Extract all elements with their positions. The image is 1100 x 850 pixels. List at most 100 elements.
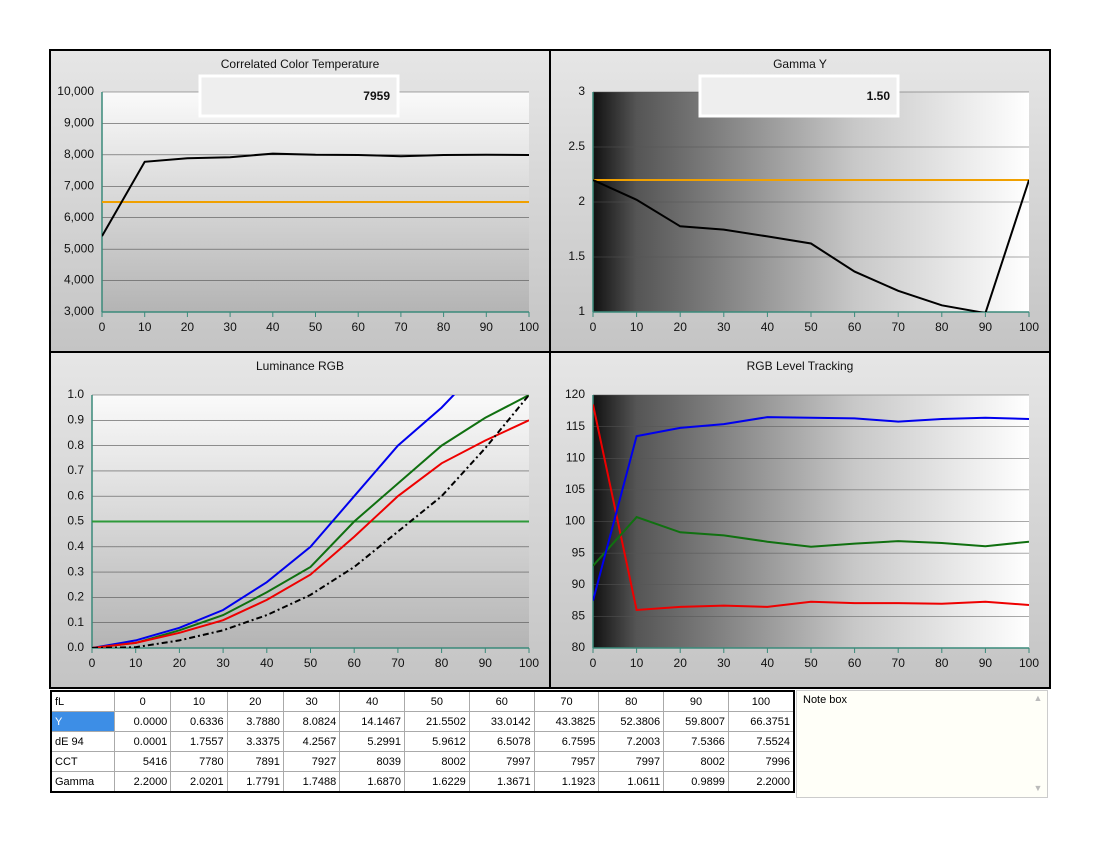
y-tick-label: 0.2	[67, 590, 84, 604]
header-row: fL 0 10 20 30 40 50 60 70 80 90 100	[50, 690, 795, 712]
y-tick-label: 0.5	[67, 514, 84, 528]
chart-title: Luminance RGB	[256, 359, 344, 373]
y-tick-label: 90	[572, 577, 586, 591]
x-tick-label: 30	[223, 320, 237, 334]
x-tick-label: 70	[391, 656, 405, 670]
table-cell: 7957	[533, 751, 600, 772]
series-line	[92, 395, 529, 648]
x-tick-label: 90	[480, 320, 494, 334]
x-tick-label: 100	[519, 320, 539, 334]
x-tick-label: 70	[394, 320, 408, 334]
table-cell: 0.0000	[113, 711, 172, 732]
y-tick-label: 0.7	[67, 463, 84, 477]
readout-box	[698, 74, 900, 118]
y-tick-label: 4,000	[64, 273, 94, 287]
x-tick-label: 30	[717, 320, 731, 334]
table-cell: 6.7595	[533, 731, 600, 752]
header-cell: 60	[468, 690, 535, 712]
y-tick-label: 0.0	[67, 640, 84, 654]
x-tick-label: 100	[519, 656, 539, 670]
table-cell: 7927	[282, 751, 341, 772]
x-tick-label: 80	[935, 320, 949, 334]
table-cell: 43.3825	[533, 711, 600, 732]
table-cell: 7891	[226, 751, 284, 772]
y-tick-label: 3,000	[64, 304, 94, 318]
x-tick-label: 80	[437, 320, 451, 334]
y-tick-label: 110	[566, 450, 585, 464]
note-label: Note box	[803, 694, 848, 706]
table-cell: 1.7791	[226, 771, 284, 793]
table-cell: 8002	[663, 751, 729, 772]
x-tick-label: 90	[479, 656, 493, 670]
table-cell: 66.3751	[727, 711, 795, 732]
table-cell: 3.7880	[226, 711, 284, 732]
series-line	[593, 179, 1029, 312]
table-cell: 2.2000	[113, 771, 172, 793]
readout-value: 1.50	[867, 89, 891, 103]
chart-title: RGB Level Tracking	[747, 359, 854, 373]
header-cell: 10	[170, 690, 228, 712]
table-cell: 5.2991	[339, 731, 406, 752]
table-cell: 4.2567	[282, 731, 341, 752]
scrollbar[interactable]: ▲ ▼	[1033, 693, 1043, 793]
y-tick-label: 0.4	[67, 539, 84, 553]
table-cell: 5416	[113, 751, 172, 772]
y-tick-label: 80	[572, 640, 586, 654]
x-tick-label: 0	[590, 656, 597, 670]
x-tick-label: 70	[892, 320, 906, 334]
table-cell: 7.5524	[727, 731, 795, 752]
table-cell: 0.6336	[170, 711, 228, 732]
note-box[interactable]: Note box ▲ ▼	[796, 690, 1048, 798]
table-cell: 59.8007	[663, 711, 729, 732]
header-cell: 30	[282, 690, 341, 712]
y-tick-label: 2.5	[568, 139, 585, 153]
x-tick-label: 50	[804, 656, 818, 670]
readout-value: 7959	[363, 89, 390, 103]
table-cell: 1.7557	[170, 731, 228, 752]
table-cell: 7.5366	[663, 731, 729, 752]
table-cell: 33.0142	[468, 711, 535, 732]
header-cell: 50	[404, 690, 470, 712]
y-tick-label: 1	[578, 304, 585, 318]
y-tick-label: 85	[572, 609, 586, 623]
table-cell: 7.2003	[598, 731, 665, 752]
y-tick-label: 7,000	[64, 178, 94, 192]
table-cell: 1.1923	[533, 771, 600, 793]
table-cell: 1.0611	[598, 771, 665, 793]
x-tick-label: 40	[761, 656, 775, 670]
x-tick-label: 20	[173, 656, 187, 670]
x-tick-label: 80	[435, 656, 449, 670]
x-tick-label: 0	[99, 320, 106, 334]
x-tick-label: 50	[304, 656, 318, 670]
table-cell: 5.9612	[404, 731, 470, 752]
table-cell: 1.6870	[339, 771, 406, 793]
table-cell: 0.0001	[113, 731, 172, 752]
table-cell: 52.3806	[598, 711, 665, 732]
x-tick-label: 60	[848, 320, 862, 334]
x-tick-label: 80	[935, 656, 949, 670]
header-cell: 90	[663, 690, 729, 712]
x-tick-label: 100	[1019, 656, 1039, 670]
table-cell: 0.9899	[663, 771, 729, 793]
table-cell: 21.5502	[404, 711, 470, 732]
readout-box	[198, 74, 400, 118]
series-line	[593, 416, 1029, 601]
header-cell: 80	[598, 690, 665, 712]
x-tick-label: 60	[348, 656, 362, 670]
y-tick-label: 1.5	[568, 249, 585, 263]
x-tick-label: 20	[674, 656, 688, 670]
x-tick-label: 10	[138, 320, 152, 334]
table-cell: 1.6229	[404, 771, 470, 793]
row-header: CCT	[50, 751, 115, 772]
y-tick-label: 0.1	[67, 615, 84, 629]
y-tick-label: 9,000	[64, 116, 94, 130]
y-tick-label: 95	[572, 545, 586, 559]
x-tick-label: 70	[892, 656, 906, 670]
y-tick-label: 105	[565, 482, 585, 496]
data-table: fL 0 10 20 30 40 50 60 70 80 90 100 Y 0.0000 0.6336 3.7…	[50, 690, 795, 793]
x-tick-label: 50	[309, 320, 323, 334]
table-cell: 2.0201	[170, 771, 228, 793]
x-tick-label: 40	[266, 320, 280, 334]
x-tick-label: 10	[630, 656, 644, 670]
